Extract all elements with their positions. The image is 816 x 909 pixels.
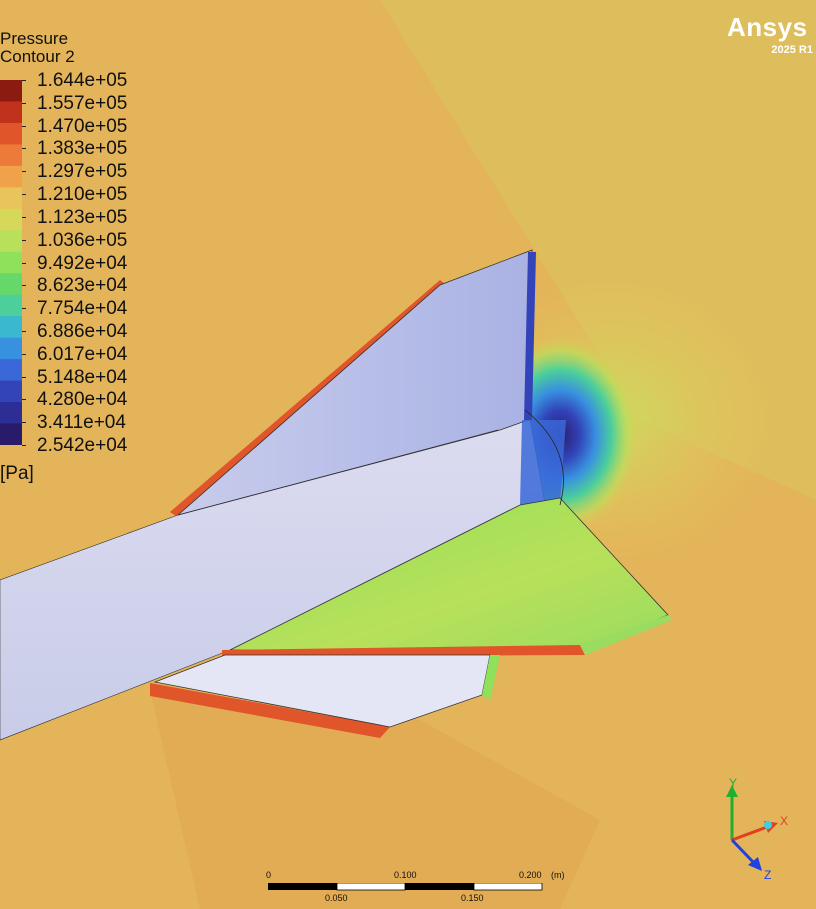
legend-level-label: 6.017e+04 — [37, 343, 128, 365]
legend-level-label: 7.754e+04 — [37, 298, 128, 320]
legend-color-step — [0, 165, 22, 188]
legend-level-label: 1.383e+05 — [37, 138, 128, 160]
legend-color-step — [0, 101, 22, 124]
z-axis-arrow — [748, 857, 762, 871]
legend-tick — [22, 399, 26, 401]
scale-label-0: 0 — [266, 870, 272, 880]
legend-level-label: 2.542e+04 — [37, 435, 128, 456]
upper-fin-blue-edge — [524, 252, 536, 420]
legend-tick — [22, 102, 26, 104]
x-axis-label: X — [780, 814, 788, 828]
legend-tick — [22, 171, 26, 173]
scale-unit: (m) — [551, 870, 565, 880]
legend-title: Pressure — [0, 29, 69, 48]
legend-level-label: 1.210e+05 — [37, 184, 128, 206]
legend-level-label: 1.470e+05 — [37, 115, 128, 137]
lower-fin-green-edge — [482, 655, 500, 700]
legend-level-label: 9.492e+04 — [37, 252, 128, 274]
legend-tick — [22, 308, 26, 310]
legend-tick — [22, 285, 26, 287]
legend-color-step — [0, 359, 22, 382]
legend-color-step — [0, 337, 22, 360]
legend-color-step — [0, 230, 22, 253]
high-pressure-lower-edge — [150, 683, 390, 738]
legend-unit: [Pa] — [0, 463, 34, 484]
fin-trailing-blue — [520, 420, 566, 505]
scale-label-0100: 0.100 — [394, 870, 417, 880]
scale-label-0150: 0.150 — [461, 893, 484, 903]
legend-color-step — [0, 80, 22, 102]
legend-color-step — [0, 380, 22, 403]
legend-color-step — [0, 273, 22, 296]
y-axis-arrow — [726, 785, 738, 797]
legend-tick — [22, 445, 26, 446]
legend-color-step — [0, 208, 22, 231]
view-center-sphere — [764, 821, 772, 829]
legend-color-step — [0, 122, 22, 145]
legend-tick — [22, 330, 26, 332]
legend-level-label: 6.886e+04 — [37, 320, 128, 342]
y-axis-label: Y — [729, 776, 737, 790]
scale-label-0200: 0.200 — [519, 870, 542, 880]
legend-color-step — [0, 144, 22, 167]
legend-level-label: 3.411e+04 — [37, 412, 126, 434]
legend-tick — [22, 194, 26, 196]
z-axis-line — [730, 838, 756, 865]
legend-level-label: 5.148e+04 — [37, 366, 128, 388]
legend-tick — [22, 353, 26, 355]
ansys-logo: Ansys — [727, 12, 808, 42]
pressure-band-lower — [150, 690, 600, 909]
scale-label-0050: 0.050 — [325, 893, 348, 903]
legend-level-label: 1.036e+05 — [37, 229, 128, 251]
x-axis-line — [731, 825, 768, 842]
legend-level-label: 4.280e+04 — [37, 389, 128, 411]
legend-color-step — [0, 294, 22, 317]
legend-level-label: 1.644e+05 — [37, 70, 128, 91]
legend-color-step — [0, 423, 22, 445]
legend-tick — [22, 80, 26, 81]
legend-color-step — [0, 187, 22, 210]
legend-color-step — [0, 316, 22, 339]
legend-tick — [22, 125, 26, 127]
legend-color-step — [0, 402, 22, 425]
legend-color-step — [0, 251, 22, 274]
legend-tick — [22, 148, 26, 150]
legend-subtitle: Contour 2 — [0, 47, 75, 66]
legend-tick — [22, 422, 26, 424]
legend-level-label: 1.557e+05 — [37, 92, 128, 114]
side-fin-tip — [580, 615, 672, 655]
side-fin-red-edge — [222, 645, 585, 657]
body-seam-line — [177, 429, 499, 516]
legend-tick — [22, 216, 26, 218]
legend-level-label: 1.123e+05 — [37, 206, 128, 228]
z-axis-label: Z — [764, 868, 771, 882]
axis-triad: Y X Z — [726, 776, 788, 882]
legend-color-bar — [0, 80, 22, 445]
nozzle-arc — [524, 409, 564, 506]
scale-bar — [268, 883, 543, 891]
legend-tick — [22, 239, 26, 241]
legend-level-label: 1.297e+05 — [37, 161, 128, 183]
legend-tick — [22, 376, 26, 378]
legend-level-label: 8.623e+04 — [37, 275, 128, 297]
legend-tick — [22, 262, 26, 264]
version-label: 2025 R1 — [771, 44, 813, 56]
